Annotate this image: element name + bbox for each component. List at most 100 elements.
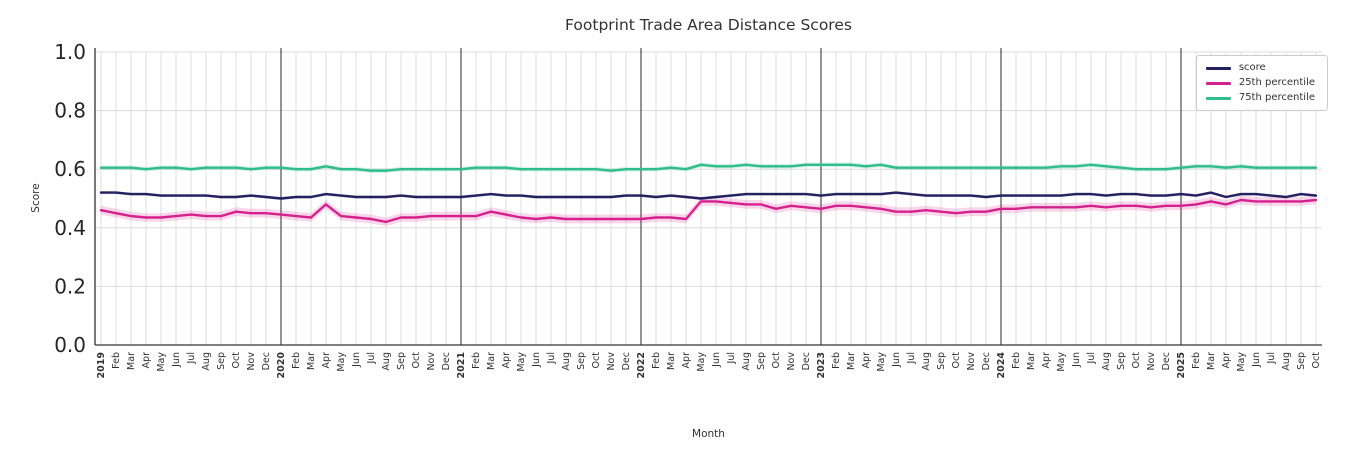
x-tick-label: Oct <box>951 352 962 369</box>
legend-item: 75th percentile <box>1205 92 1315 103</box>
x-tick-label: Dec <box>981 352 992 370</box>
x-tick-label: Nov <box>426 352 437 371</box>
y-tick-label: 0.2 <box>54 274 86 298</box>
x-tick-label: Jul <box>726 352 737 364</box>
x-tick-label: Mar <box>306 352 317 370</box>
x-tick-label: Aug <box>1101 352 1112 371</box>
legend-swatch-icon <box>1205 66 1231 70</box>
x-tick-label: Jul <box>1086 352 1097 364</box>
x-tick-label: Jun <box>891 352 902 368</box>
x-tick-label: Oct <box>1311 352 1322 369</box>
y-tick-label: 0.4 <box>54 216 86 240</box>
x-tick-label: Sep <box>756 352 767 370</box>
x-tick-label: Jun <box>1251 352 1262 368</box>
x-tick-label: Jun <box>351 352 362 368</box>
x-tick-label: May <box>1236 352 1247 372</box>
x-tick-label: Apr <box>501 352 512 369</box>
x-tick-label: Dec <box>261 352 272 370</box>
x-tick-label: 2023 <box>816 352 827 378</box>
x-tick-label: Oct <box>771 352 782 369</box>
x-tick-label: Oct <box>1131 352 1142 369</box>
legend-swatch-icon <box>1205 81 1231 85</box>
x-tick-label: Jun <box>1071 352 1082 368</box>
legend-label: 25th percentile <box>1238 77 1315 88</box>
x-tick-label: Jun <box>711 352 722 368</box>
x-tick-label: Apr <box>861 352 872 369</box>
x-tick-label: Feb <box>471 352 482 369</box>
x-tick-label: Sep <box>1116 352 1127 370</box>
x-tick-label: May <box>696 352 707 372</box>
legend-swatch-icon <box>1205 96 1231 100</box>
x-tick-label: Feb <box>1011 352 1022 369</box>
y-tick-label: 0.6 <box>54 157 86 181</box>
x-tick-label: Apr <box>1041 352 1052 369</box>
x-tick-label: Nov <box>246 352 257 371</box>
x-tick-label: Oct <box>591 352 602 369</box>
x-tick-label: Feb <box>291 352 302 369</box>
x-tick-label: Aug <box>1281 352 1292 371</box>
legend-item: 25th percentile <box>1205 77 1315 88</box>
x-tick-label: 2022 <box>636 352 647 378</box>
x-tick-label: Nov <box>966 352 977 371</box>
legend-label: 75th percentile <box>1238 92 1315 103</box>
x-tick-label: Dec <box>441 352 452 370</box>
x-tick-label: Apr <box>141 352 152 369</box>
x-tick-label: Apr <box>681 352 692 369</box>
x-tick-label: 2025 <box>1176 352 1187 378</box>
x-tick-label: Feb <box>831 352 842 369</box>
x-tick-label: Nov <box>786 352 797 371</box>
x-tick-label: Dec <box>621 352 632 370</box>
x-tick-label: 2019 <box>96 352 107 378</box>
x-tick-label: Mar <box>126 352 137 370</box>
x-tick-label: Jun <box>171 352 182 368</box>
x-tick-label: Nov <box>606 352 617 371</box>
x-tick-label: Jul <box>546 352 557 364</box>
x-tick-label: Jul <box>1266 352 1277 364</box>
x-tick-label: Sep <box>936 352 947 370</box>
x-tick-label: May <box>876 352 887 372</box>
y-tick-label: 0.0 <box>54 333 86 357</box>
x-tick-label: Oct <box>231 352 242 369</box>
x-tick-label: Mar <box>486 352 497 370</box>
x-tick-label: 2024 <box>996 352 1007 379</box>
legend-label: score <box>1238 62 1266 73</box>
x-tick-label: Mar <box>666 352 677 370</box>
x-tick-label: May <box>336 352 347 372</box>
x-tick-label: Mar <box>846 352 857 370</box>
x-tick-label: Dec <box>801 352 812 370</box>
x-tick-label: May <box>516 352 527 372</box>
x-tick-label: Feb <box>1191 352 1202 369</box>
x-tick-label: Aug <box>921 352 932 371</box>
x-tick-label: 2020 <box>276 352 287 379</box>
x-tick-label: Aug <box>381 352 392 371</box>
x-tick-label: Feb <box>651 352 662 369</box>
x-tick-label: Jun <box>531 352 542 368</box>
x-tick-label: Nov <box>1146 352 1157 371</box>
y-tick-label: 1.0 <box>54 40 86 64</box>
x-tick-label: Aug <box>741 352 752 371</box>
x-tick-label: May <box>156 352 167 372</box>
x-tick-label: Feb <box>111 352 122 369</box>
x-tick-label: Jul <box>906 352 917 364</box>
x-tick-label: Sep <box>1296 352 1307 370</box>
x-tick-label: May <box>1056 352 1067 372</box>
x-axis-label: Month <box>692 428 725 440</box>
x-tick-label: Apr <box>1221 352 1232 369</box>
x-tick-label: Jul <box>186 352 197 364</box>
x-tick-label: Sep <box>396 352 407 370</box>
x-tick-label: Jul <box>366 352 377 364</box>
legend: score 25th percentile 75th percentile <box>1195 55 1328 111</box>
x-tick-label: Aug <box>561 352 572 371</box>
x-tick-label: Apr <box>321 352 332 369</box>
x-tick-label: Mar <box>1026 352 1037 370</box>
x-tick-label: Dec <box>1161 352 1172 370</box>
y-tick-label: 0.8 <box>54 99 86 123</box>
x-tick-label: Sep <box>216 352 227 370</box>
x-tick-label: Oct <box>411 352 422 369</box>
x-tick-label: Sep <box>576 352 587 370</box>
x-tick-label: Aug <box>201 352 212 371</box>
x-tick-label: 2021 <box>456 352 467 378</box>
chart-title: Footprint Trade Area Distance Scores <box>565 16 852 34</box>
